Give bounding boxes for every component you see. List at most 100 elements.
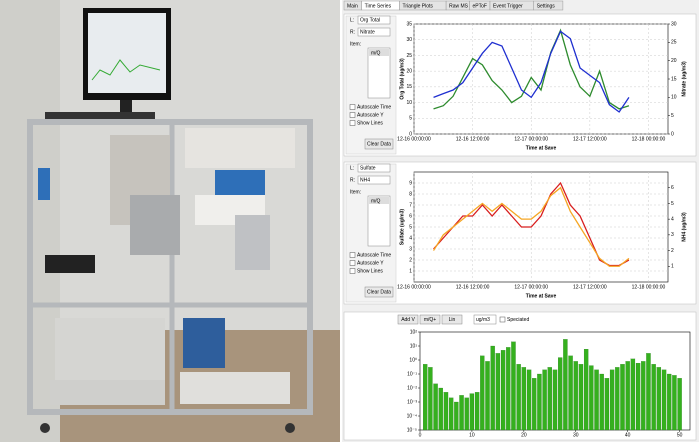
- button[interactable]: [419, 314, 441, 325]
- tab-label[interactable]: Time Series: [365, 3, 392, 9]
- y-tick-label: 6: [409, 213, 412, 219]
- x-tick-label: 12-18 00:00:00: [632, 136, 666, 142]
- y2-tick-label: 5: [671, 201, 674, 207]
- y-tick-label: 15: [406, 84, 412, 90]
- select-box[interactable]: [357, 15, 391, 25]
- bar: [490, 345, 495, 431]
- x-tick-label: 12-16 00:00:00: [397, 136, 431, 142]
- select-label: R:: [350, 177, 355, 183]
- y-tick-label: 30: [406, 37, 412, 43]
- bar: [506, 347, 511, 431]
- select-value[interactable]: Org Total: [360, 17, 380, 23]
- tab-label[interactable]: Settings: [537, 3, 556, 9]
- y-tick-label: 10⁻²: [407, 385, 417, 391]
- bar: [542, 369, 547, 431]
- listbox-item-bg: [369, 49, 389, 56]
- y-tick-label: 20: [406, 68, 412, 74]
- checkbox-label[interactable]: Autoscale Y: [357, 260, 384, 266]
- x-tick-label: 12-17 12:00:00: [573, 136, 607, 142]
- checkbox[interactable]: [349, 104, 356, 110]
- checkbox[interactable]: [349, 120, 356, 126]
- y2-tick-label: 20: [671, 58, 677, 64]
- checkbox-label[interactable]: Speciated: [507, 317, 529, 323]
- x-tick-label: 30: [573, 432, 579, 438]
- checkbox[interactable]: [349, 260, 356, 266]
- tab-label[interactable]: ePToF: [473, 3, 487, 9]
- tab-label[interactable]: Raw MS: [449, 3, 469, 9]
- bar: [448, 397, 454, 431]
- bar: [635, 363, 641, 431]
- photo: [0, 0, 340, 442]
- y-tick-label: 10²: [410, 329, 418, 335]
- listbox-item[interactable]: m/Q: [371, 50, 381, 56]
- tab-label[interactable]: Main: [347, 3, 358, 9]
- x-tick-label: 20: [521, 432, 527, 438]
- checkbox-label[interactable]: Show Lines: [357, 268, 383, 274]
- y2-axis-title: NH4 (ug/m3): [681, 212, 687, 242]
- button[interactable]: [364, 138, 394, 150]
- tab-label[interactable]: Triangle Plots: [403, 3, 434, 9]
- bar: [646, 353, 651, 431]
- listbox-item-bg: [369, 197, 389, 204]
- y-tick-label: 10: [406, 100, 412, 106]
- select-box[interactable]: [357, 175, 391, 185]
- button-label[interactable]: Add V: [401, 317, 415, 323]
- checkbox-label[interactable]: Show Lines: [357, 120, 383, 126]
- x-tick-label: 12-17 12:00:00: [573, 284, 607, 290]
- select-value[interactable]: NH4: [360, 177, 370, 183]
- button-label[interactable]: Clear Data: [367, 289, 391, 295]
- button[interactable]: [397, 314, 419, 325]
- bar: [604, 378, 610, 431]
- select-box[interactable]: [357, 27, 391, 37]
- checkbox-label[interactable]: Autoscale Y: [357, 112, 384, 118]
- tab-label[interactable]: Event Trigger: [493, 3, 523, 9]
- bar: [651, 364, 656, 431]
- button-label[interactable]: Clear Data: [367, 141, 391, 147]
- x-tick-label: 12-16 12:00:00: [456, 284, 490, 290]
- x-tick-label: 50: [677, 432, 683, 438]
- button[interactable]: [441, 314, 463, 325]
- bar: [516, 364, 521, 431]
- bar: [672, 375, 677, 431]
- checkbox-label[interactable]: Autoscale Time: [357, 252, 391, 258]
- tab[interactable]: [533, 0, 564, 11]
- button-label[interactable]: Lin: [449, 317, 456, 323]
- checkbox-label[interactable]: Autoscale Time: [357, 104, 391, 110]
- select-box[interactable]: [357, 163, 391, 173]
- bar: [656, 367, 662, 431]
- select-value[interactable]: Sulfate: [360, 165, 376, 171]
- select-value[interactable]: ug/m3: [476, 317, 490, 323]
- bar: [594, 369, 599, 431]
- y-tick-label: 10⁻¹: [407, 371, 417, 377]
- checkbox[interactable]: [499, 316, 506, 323]
- x-tick-label: 40: [625, 432, 631, 438]
- bar: [423, 364, 428, 431]
- x-tick-label: 12-18 00:00:00: [632, 284, 666, 290]
- bar: [609, 369, 615, 431]
- list-label: Item:: [350, 41, 361, 47]
- bar: [464, 397, 469, 431]
- list-label: Item:: [350, 189, 361, 195]
- bar: [526, 369, 532, 431]
- y2-tick-label: 5: [671, 113, 674, 119]
- bar: [630, 358, 636, 431]
- bar: [454, 401, 459, 431]
- select-box[interactable]: [473, 314, 497, 325]
- bar: [583, 349, 589, 431]
- bar: [558, 357, 563, 431]
- checkbox[interactable]: [349, 252, 356, 258]
- checkbox[interactable]: [349, 268, 356, 274]
- listbox[interactable]: [367, 195, 391, 247]
- button-label[interactable]: m/Q+: [424, 317, 436, 323]
- listbox[interactable]: [367, 47, 391, 99]
- bar: [589, 365, 594, 431]
- checkbox[interactable]: [349, 112, 356, 118]
- y-tick-label: 0: [409, 131, 412, 137]
- listbox-item[interactable]: m/Q: [371, 198, 381, 204]
- y2-tick-label: 30: [671, 21, 677, 27]
- y-tick-label: 10¹: [410, 343, 418, 349]
- select-value[interactable]: Nitrate: [360, 29, 375, 35]
- button[interactable]: [364, 286, 394, 298]
